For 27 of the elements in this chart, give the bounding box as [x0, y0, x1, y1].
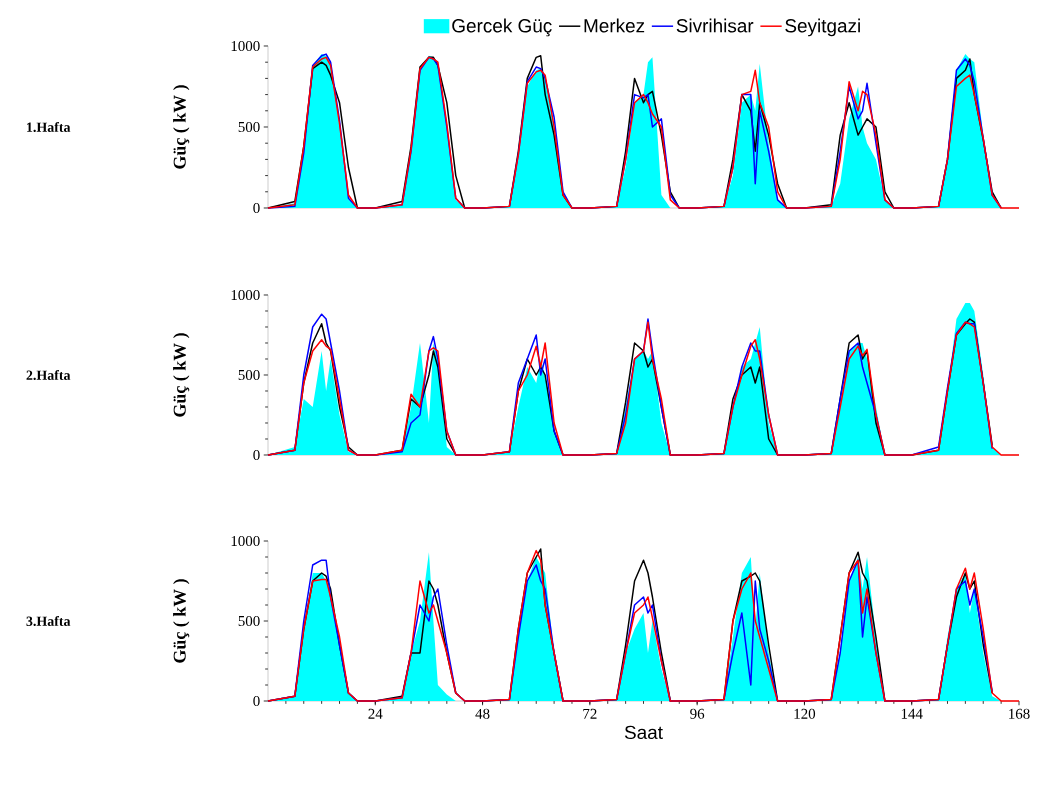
y-tick-label: 1000 — [231, 289, 260, 301]
y-tick-label: 0 — [253, 695, 260, 707]
x-tick-label: 120 — [794, 708, 816, 719]
x-tick-label: 24 — [368, 708, 383, 719]
legend-label: Seyitgazi — [785, 18, 860, 37]
y-axis-title: Güç ( kW ) — [173, 579, 190, 663]
y-tick-label: 0 — [253, 202, 260, 214]
x-tick-label: 96 — [690, 708, 705, 719]
y-tick-label: 1000 — [231, 40, 260, 52]
x-tick-label: 168 — [1009, 708, 1030, 719]
legend-label: Merkez — [584, 18, 645, 33]
y-tick-label: 1000 — [231, 535, 260, 547]
y-tick-label: 0 — [253, 449, 260, 461]
x-tick-label: 144 — [901, 708, 923, 719]
x-tick-label: 48 — [475, 708, 490, 719]
x-tick-label: 72 — [583, 708, 597, 719]
y-tick-label: 500 — [238, 369, 260, 381]
y-axis-title: Güç ( kW ) — [173, 85, 190, 169]
legend-label: Gercek Güç — [452, 18, 552, 37]
y-axis-title: Güç ( kW ) — [173, 333, 190, 417]
legend-label: Sivrihisar — [676, 18, 754, 33]
y-tick-label: 500 — [238, 121, 260, 133]
text: 3.Hafta — [26, 615, 71, 627]
text: 2.Hafta — [26, 369, 71, 381]
y-tick-label: 500 — [238, 615, 260, 627]
x-axis-title: Saat — [624, 725, 663, 740]
text: 1.Hafta — [27, 121, 71, 133]
